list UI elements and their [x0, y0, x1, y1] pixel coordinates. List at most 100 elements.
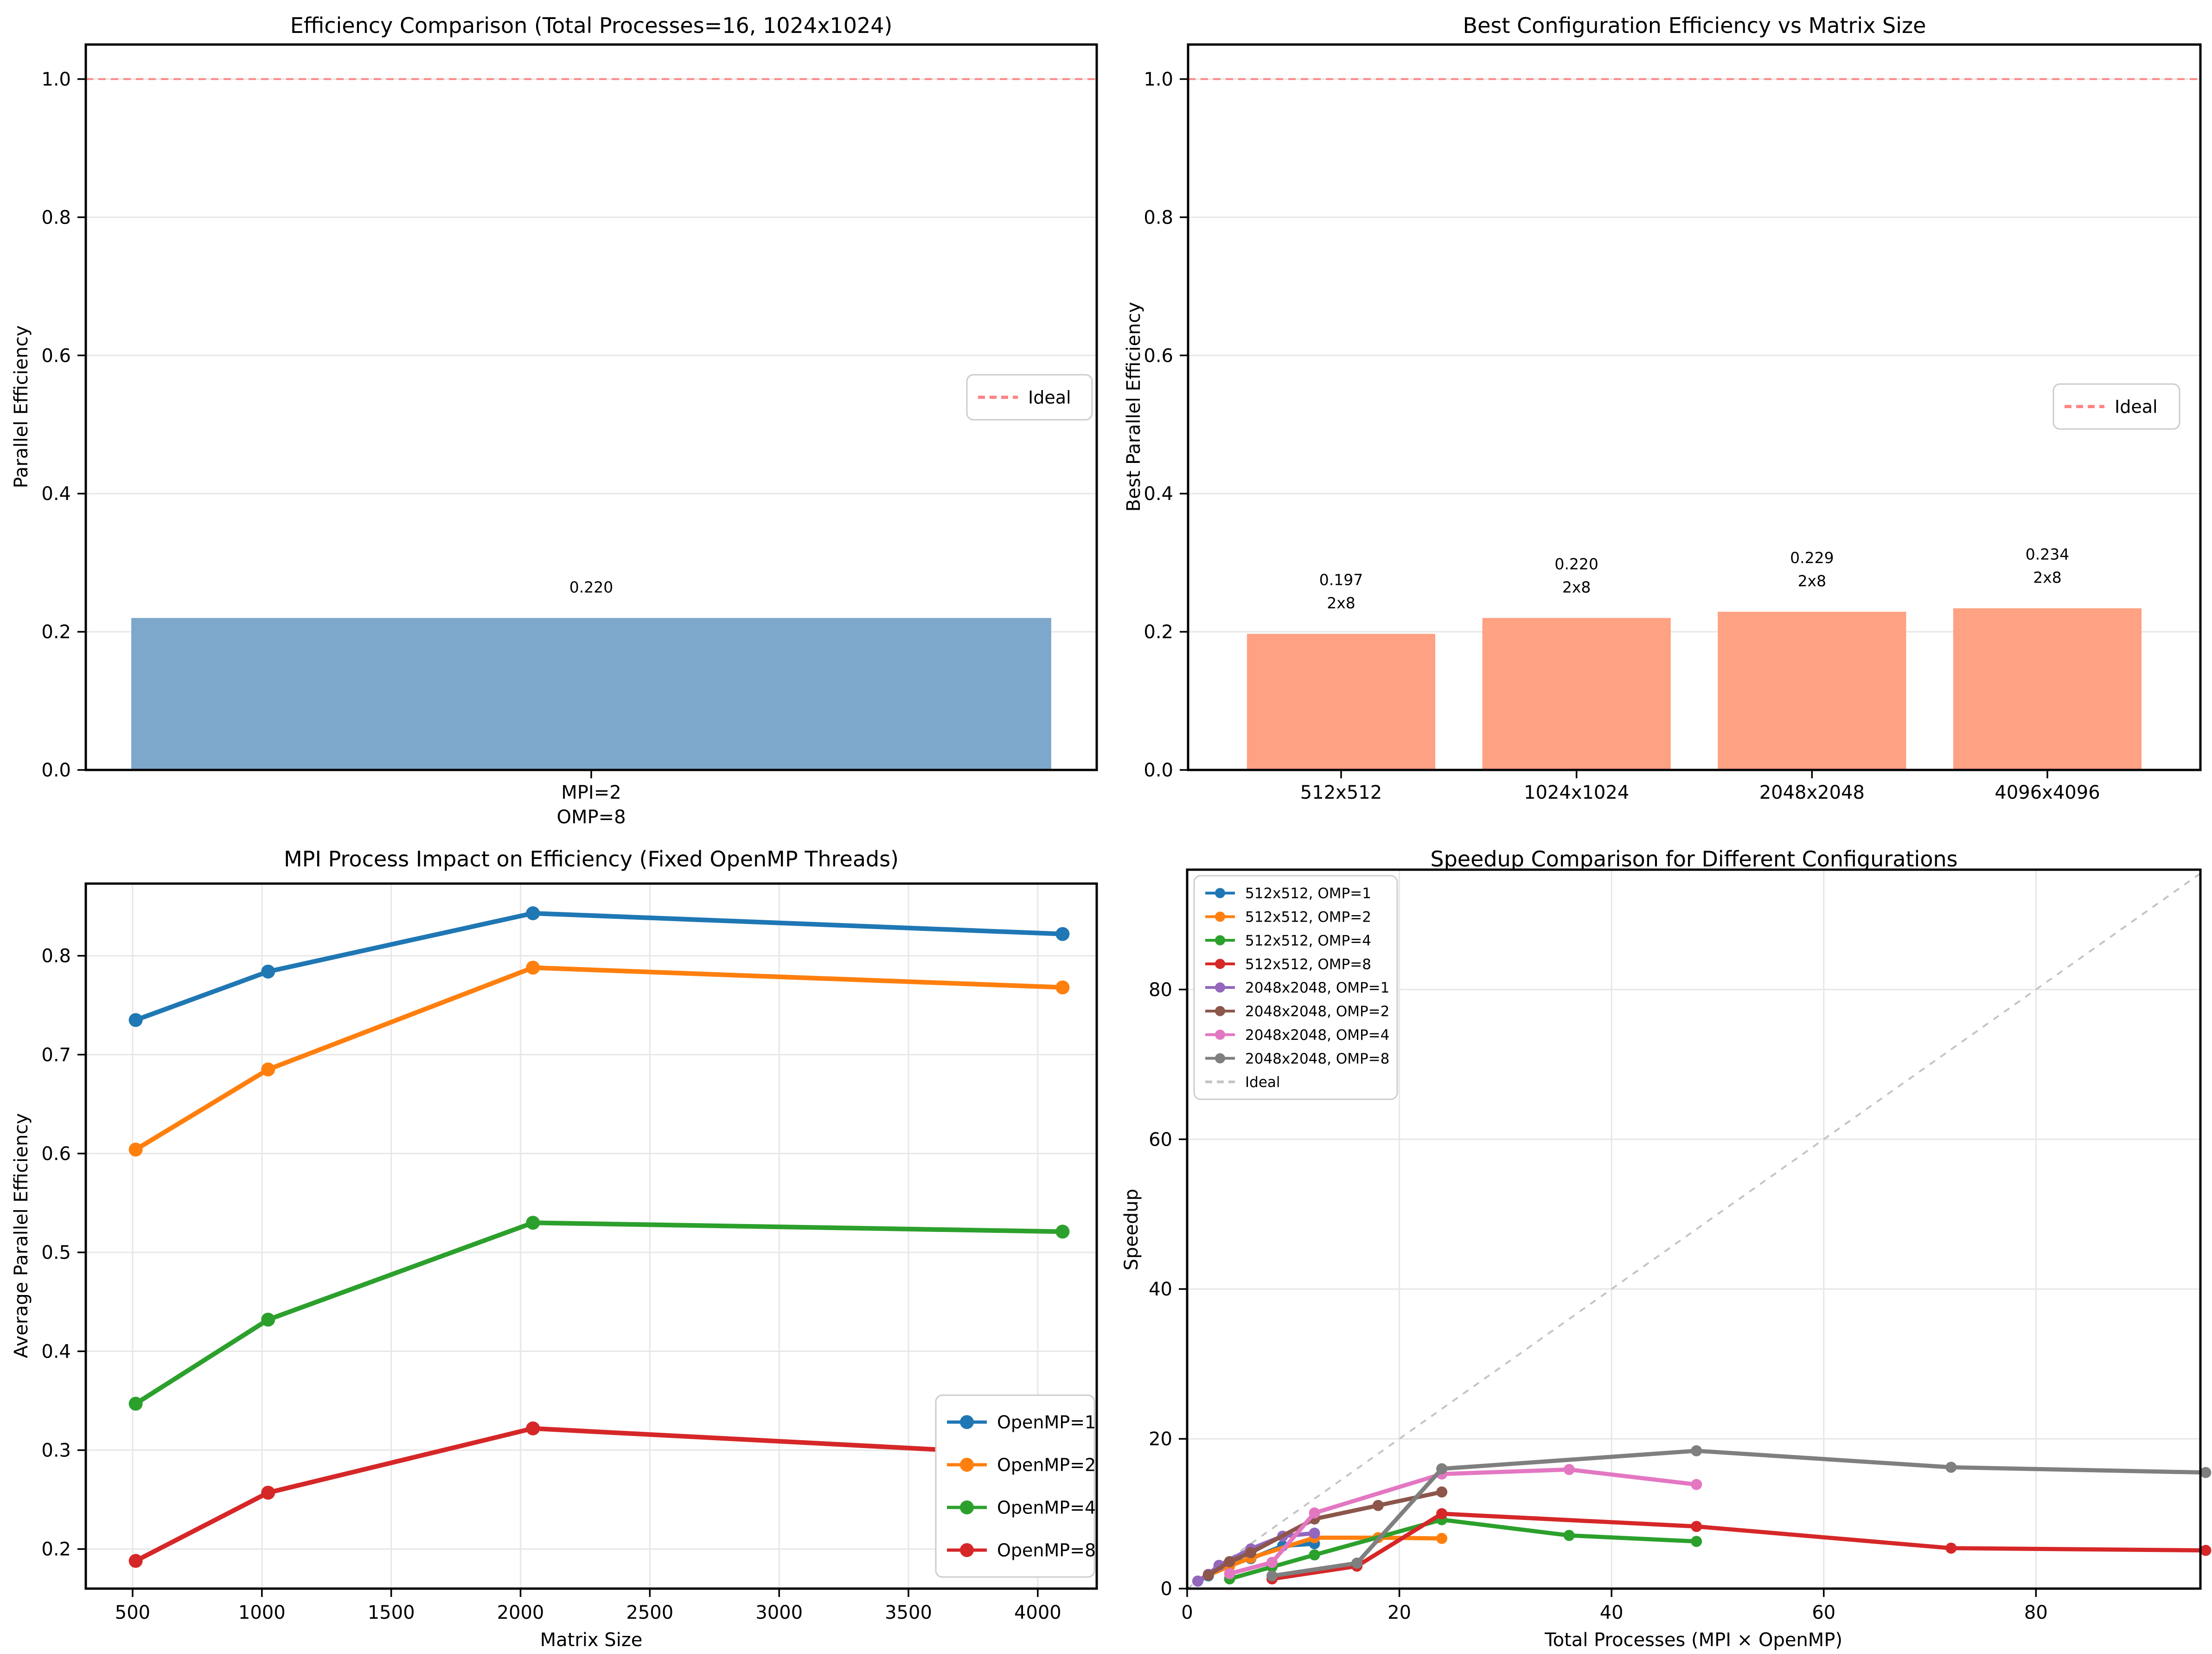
y-tick-label: 0.4	[1144, 483, 1173, 505]
x-tick-label: 1024x1024	[1524, 782, 1629, 803]
legend-box	[1193, 875, 1398, 1100]
x-tick-label: 512x512	[1300, 782, 1382, 803]
y-tick-label: 0.8	[41, 946, 71, 967]
x-tick-label: 80	[2024, 1602, 2048, 1623]
chart-mpi-process-impact: 500 1000 1500 2000 2500 3000 3500 4000 0.2 0.3 0.4…	[0, 827, 1106, 1654]
chart-title: Efficiency Comparison (Total Processes=1…	[290, 13, 893, 38]
chart-title: MPI Process Impact on Efficiency (Fixed …	[283, 846, 899, 872]
y-tick-label: 1.0	[41, 69, 71, 90]
legend-marker-OpenMP=2	[960, 1458, 974, 1472]
series-line-OpenMP=8	[133, 1426, 1065, 1564]
bar-value-label: 0.197	[1319, 571, 1363, 589]
legend-box	[2052, 383, 2180, 430]
y-tick-label: 0.7	[41, 1045, 71, 1066]
x-tick-label: 1000	[238, 1602, 286, 1623]
series-line-OpenMP=2	[133, 965, 1065, 1152]
y-axis-label: Speedup	[1121, 1188, 1142, 1271]
x-tick-label: 2000	[497, 1602, 544, 1623]
series-marker-512x512, OMP=2	[1436, 1532, 1448, 1544]
series-marker-512x512, OMP=4	[1691, 1536, 1702, 1547]
series-marker-OpenMP=8	[128, 1554, 143, 1568]
bar-value-label: 0.220	[569, 578, 613, 596]
axes-spines	[1186, 868, 2202, 1590]
legend-label: 512x512, OMP=2	[1245, 909, 1371, 925]
y-tick-label: 60	[1149, 1129, 1172, 1150]
series-marker-2048x2048, OMP=4	[1309, 1507, 1320, 1519]
legend-box	[966, 374, 1093, 421]
x-tick-label: 40	[1600, 1602, 1624, 1623]
bar-value-label: 0.234	[2026, 545, 2069, 563]
legend-label: OpenMP=1	[997, 1412, 1096, 1433]
series-marker-OpenMP=1	[261, 964, 275, 979]
y-tick-label: 0.8	[1144, 207, 1173, 228]
series-marker-2048x2048, OMP=8	[1351, 1558, 1363, 1569]
x-tick-label: MPI=2	[561, 782, 621, 803]
series-marker-2048x2048, OMP=2	[1245, 1547, 1257, 1558]
y-tick-label: 0	[1161, 1578, 1172, 1600]
chart-best-configuration-efficiency: 0.197 2x8 0.220 2x8 0.229 2x8 0.234 2x8 512x512 1…	[1106, 0, 2212, 827]
legend-box	[935, 1394, 1095, 1578]
series-marker-OpenMP=2	[526, 961, 540, 975]
series-marker-OpenMP=4	[261, 1313, 275, 1327]
y-tick-label: 0.6	[41, 1143, 71, 1165]
axes-spines	[84, 882, 1098, 1590]
series-marker-2048x2048, OMP=4	[1266, 1557, 1278, 1568]
plot-area-speedup: 0 20 40 60 80 0 20 40 60 80 512x512, OMP=1 512x512,…	[1149, 868, 2212, 1623]
y-tick-label: 0.2	[41, 622, 71, 643]
x-tick-label: 20	[1387, 1602, 1411, 1623]
x-tick-label: 0	[1181, 1602, 1193, 1623]
series-marker-OpenMP=1	[1055, 927, 1070, 941]
bar-config-label: 2x8	[2033, 568, 2062, 586]
y-tick-label: 0.6	[41, 345, 71, 366]
legend-marker-OpenMP=1	[960, 1415, 974, 1429]
series-marker-2048x2048, OMP=8	[1691, 1445, 1702, 1456]
series-marker-512x512, OMP=8	[1436, 1508, 1448, 1519]
series-marker-512x512, OMP=4	[1563, 1530, 1575, 1541]
bar-config-label: 2x8	[1327, 594, 1355, 612]
series-marker-OpenMP=1	[128, 1013, 143, 1027]
legend-marker-2048x2048, OMP=1	[1215, 982, 1225, 993]
series-marker-2048x2048, OMP=2	[1202, 1569, 1214, 1581]
bar-1024x1024	[1482, 618, 1671, 770]
plot-area-efficiency-comparison: 0.220 MPI=2 OMP=8 0.0 0.2 0.4 0.6 0.8 1.0 Ideal	[41, 43, 1098, 827]
x-tick-label: 2048x2048	[1759, 782, 1865, 803]
legend-label: 512x512, OMP=1	[1245, 885, 1371, 902]
y-tick-label: 0.2	[1144, 622, 1173, 643]
axes-spines	[1187, 43, 2202, 771]
legend-label: OpenMP=4	[997, 1498, 1096, 1518]
legend-marker-512x512, OMP=2	[1215, 911, 1225, 922]
x-tick-label: 2500	[626, 1602, 673, 1623]
bar-config-label: 2x8	[1798, 572, 1827, 590]
bar-4096x4096	[1953, 608, 2142, 770]
x-tick-label: 3500	[885, 1602, 932, 1623]
series-marker-2048x2048, OMP=8	[1266, 1570, 1278, 1582]
chart-title: Speedup Comparison for Different Configu…	[1430, 846, 1958, 872]
x-tick-label: 3000	[755, 1602, 803, 1623]
series-line-OpenMP=4	[133, 1220, 1065, 1406]
series-marker-OpenMP=2	[1055, 980, 1070, 994]
y-tick-label: 1.0	[1144, 69, 1173, 90]
series-marker-512x512, OMP=4	[1309, 1549, 1320, 1561]
legend-label: 512x512, OMP=4	[1245, 932, 1371, 949]
x-tick-label: 500	[115, 1602, 150, 1623]
series-marker-512x512, OMP=8	[2200, 1545, 2212, 1556]
y-tick-label: 0.4	[41, 483, 71, 505]
legend-label: OpenMP=2	[997, 1455, 1096, 1475]
series-marker-512x512, OMP=8	[1691, 1520, 1702, 1532]
series-marker-OpenMP=8	[261, 1486, 275, 1500]
x-tick-label: 4000	[1014, 1602, 1061, 1623]
y-tick-label: 0.5	[41, 1242, 71, 1263]
legend-marker-512x512, OMP=4	[1215, 935, 1225, 946]
series-marker-2048x2048, OMP=8	[1436, 1463, 1448, 1474]
legend-label: 2048x2048, OMP=1	[1245, 980, 1389, 996]
legend-label: OpenMP=8	[997, 1540, 1096, 1561]
series-marker-2048x2048, OMP=1	[1309, 1527, 1320, 1539]
series-marker-2048x2048, OMP=4	[1224, 1568, 1235, 1579]
y-axis-label: Best Parallel Efficiency	[1123, 301, 1144, 512]
legend-marker-512x512, OMP=1	[1215, 888, 1225, 898]
y-tick-label: 0.4	[41, 1341, 71, 1362]
y-tick-label: 40	[1149, 1279, 1172, 1300]
chart-speedup-comparison: 0 20 40 60 80 0 20 40 60 80 512x512, OMP=1 512x512,…	[1106, 827, 2212, 1654]
legend-label: 512x512, OMP=8	[1245, 956, 1371, 973]
